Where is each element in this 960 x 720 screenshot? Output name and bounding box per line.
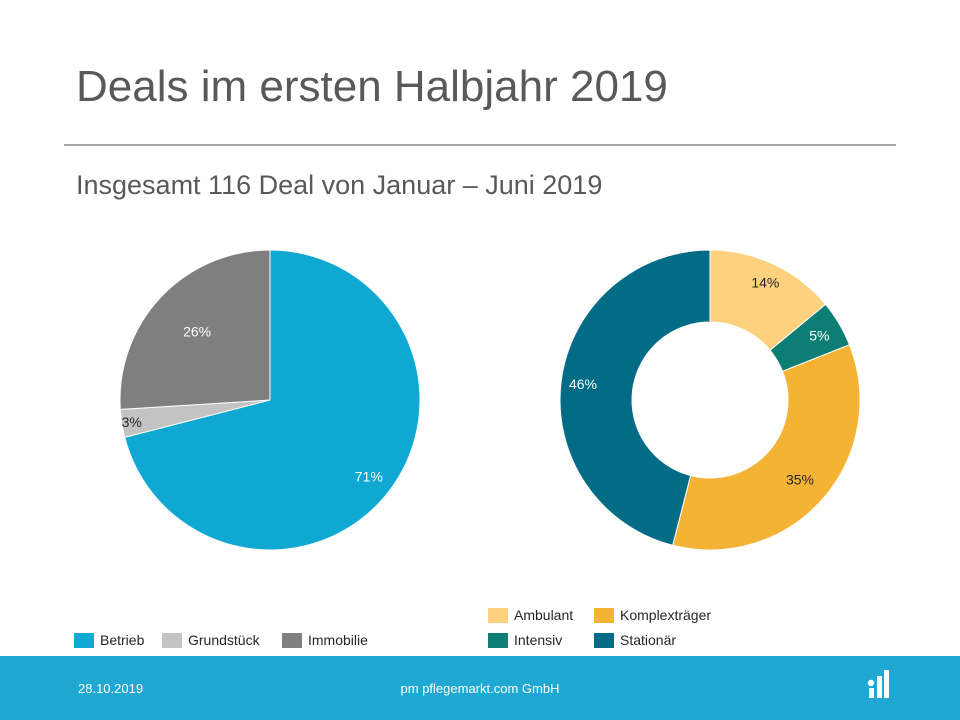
legend-item-ambulant: Ambulant bbox=[488, 607, 573, 623]
data-label-ambulant: 14% bbox=[751, 274, 779, 290]
donut-legend: Ambulant Komplexträger Intensiv Stationä… bbox=[488, 607, 788, 652]
legend-swatch-immobilie bbox=[282, 632, 302, 648]
slice-immobilie bbox=[119, 249, 271, 410]
legend-label-betrieb: Betrieb bbox=[100, 632, 145, 648]
legend-swatch-komplextraeger bbox=[594, 607, 614, 623]
legend-item-grundstueck: Grundstück bbox=[162, 632, 260, 648]
legend-label-immobilie: Immobilie bbox=[308, 632, 368, 648]
legend-swatch-stationaer bbox=[594, 632, 614, 648]
legend-swatch-betrieb bbox=[74, 632, 94, 648]
slide-title: Deals im ersten Halbjahr 2019 bbox=[76, 62, 668, 111]
donut-chart-segment: 14% 5% 35% 46% bbox=[559, 249, 861, 551]
company-logo-icon bbox=[867, 670, 889, 698]
footer-bar: 28.10.2019 pm pflegemarkt.com GmbH bbox=[0, 656, 960, 720]
slide-subtitle: Insgesamt 116 Deal von Januar – Juni 201… bbox=[76, 170, 603, 200]
legend-label-grundstueck: Grundstück bbox=[188, 632, 260, 648]
legend-item-stationaer: Stationär bbox=[594, 632, 676, 648]
legend-label-ambulant: Ambulant bbox=[514, 607, 574, 623]
title-divider bbox=[64, 144, 896, 146]
data-label-grundstueck: 3% bbox=[122, 414, 142, 430]
legend-label-komplextraeger: Komplexträger bbox=[620, 607, 712, 623]
footer-date: 28.10.2019 bbox=[78, 681, 144, 696]
legend-item-intensiv: Intensiv bbox=[488, 632, 562, 648]
slice-betrieb bbox=[124, 249, 421, 551]
legend-swatch-intensiv bbox=[488, 632, 508, 648]
legend-label-intensiv: Intensiv bbox=[514, 632, 563, 648]
footer-company: pm pflegemarkt.com GmbH bbox=[400, 681, 560, 696]
legend-label-stationaer: Stationär bbox=[620, 632, 677, 648]
slice-stationaer bbox=[559, 249, 711, 546]
data-label-betrieb: 71% bbox=[355, 469, 383, 485]
data-label-stationaer: 46% bbox=[569, 376, 597, 392]
legend-item-immobilie: Immobilie bbox=[282, 632, 368, 648]
data-label-komplextraeger: 35% bbox=[786, 471, 814, 487]
legend-swatch-grundstueck bbox=[162, 632, 182, 648]
pie-chart-deal-type: 71% 3% 26% bbox=[119, 249, 421, 551]
slice-komplextraeger bbox=[672, 344, 861, 551]
legend-swatch-ambulant bbox=[488, 607, 508, 623]
data-label-immobilie: 26% bbox=[183, 324, 211, 340]
legend-item-betrieb: Betrieb bbox=[74, 632, 144, 648]
data-label-intensiv: 5% bbox=[809, 327, 829, 343]
legend-item-komplextraeger: Komplexträger bbox=[594, 607, 711, 623]
pie-legend: Betrieb Grundstück Immobilie bbox=[74, 632, 454, 652]
